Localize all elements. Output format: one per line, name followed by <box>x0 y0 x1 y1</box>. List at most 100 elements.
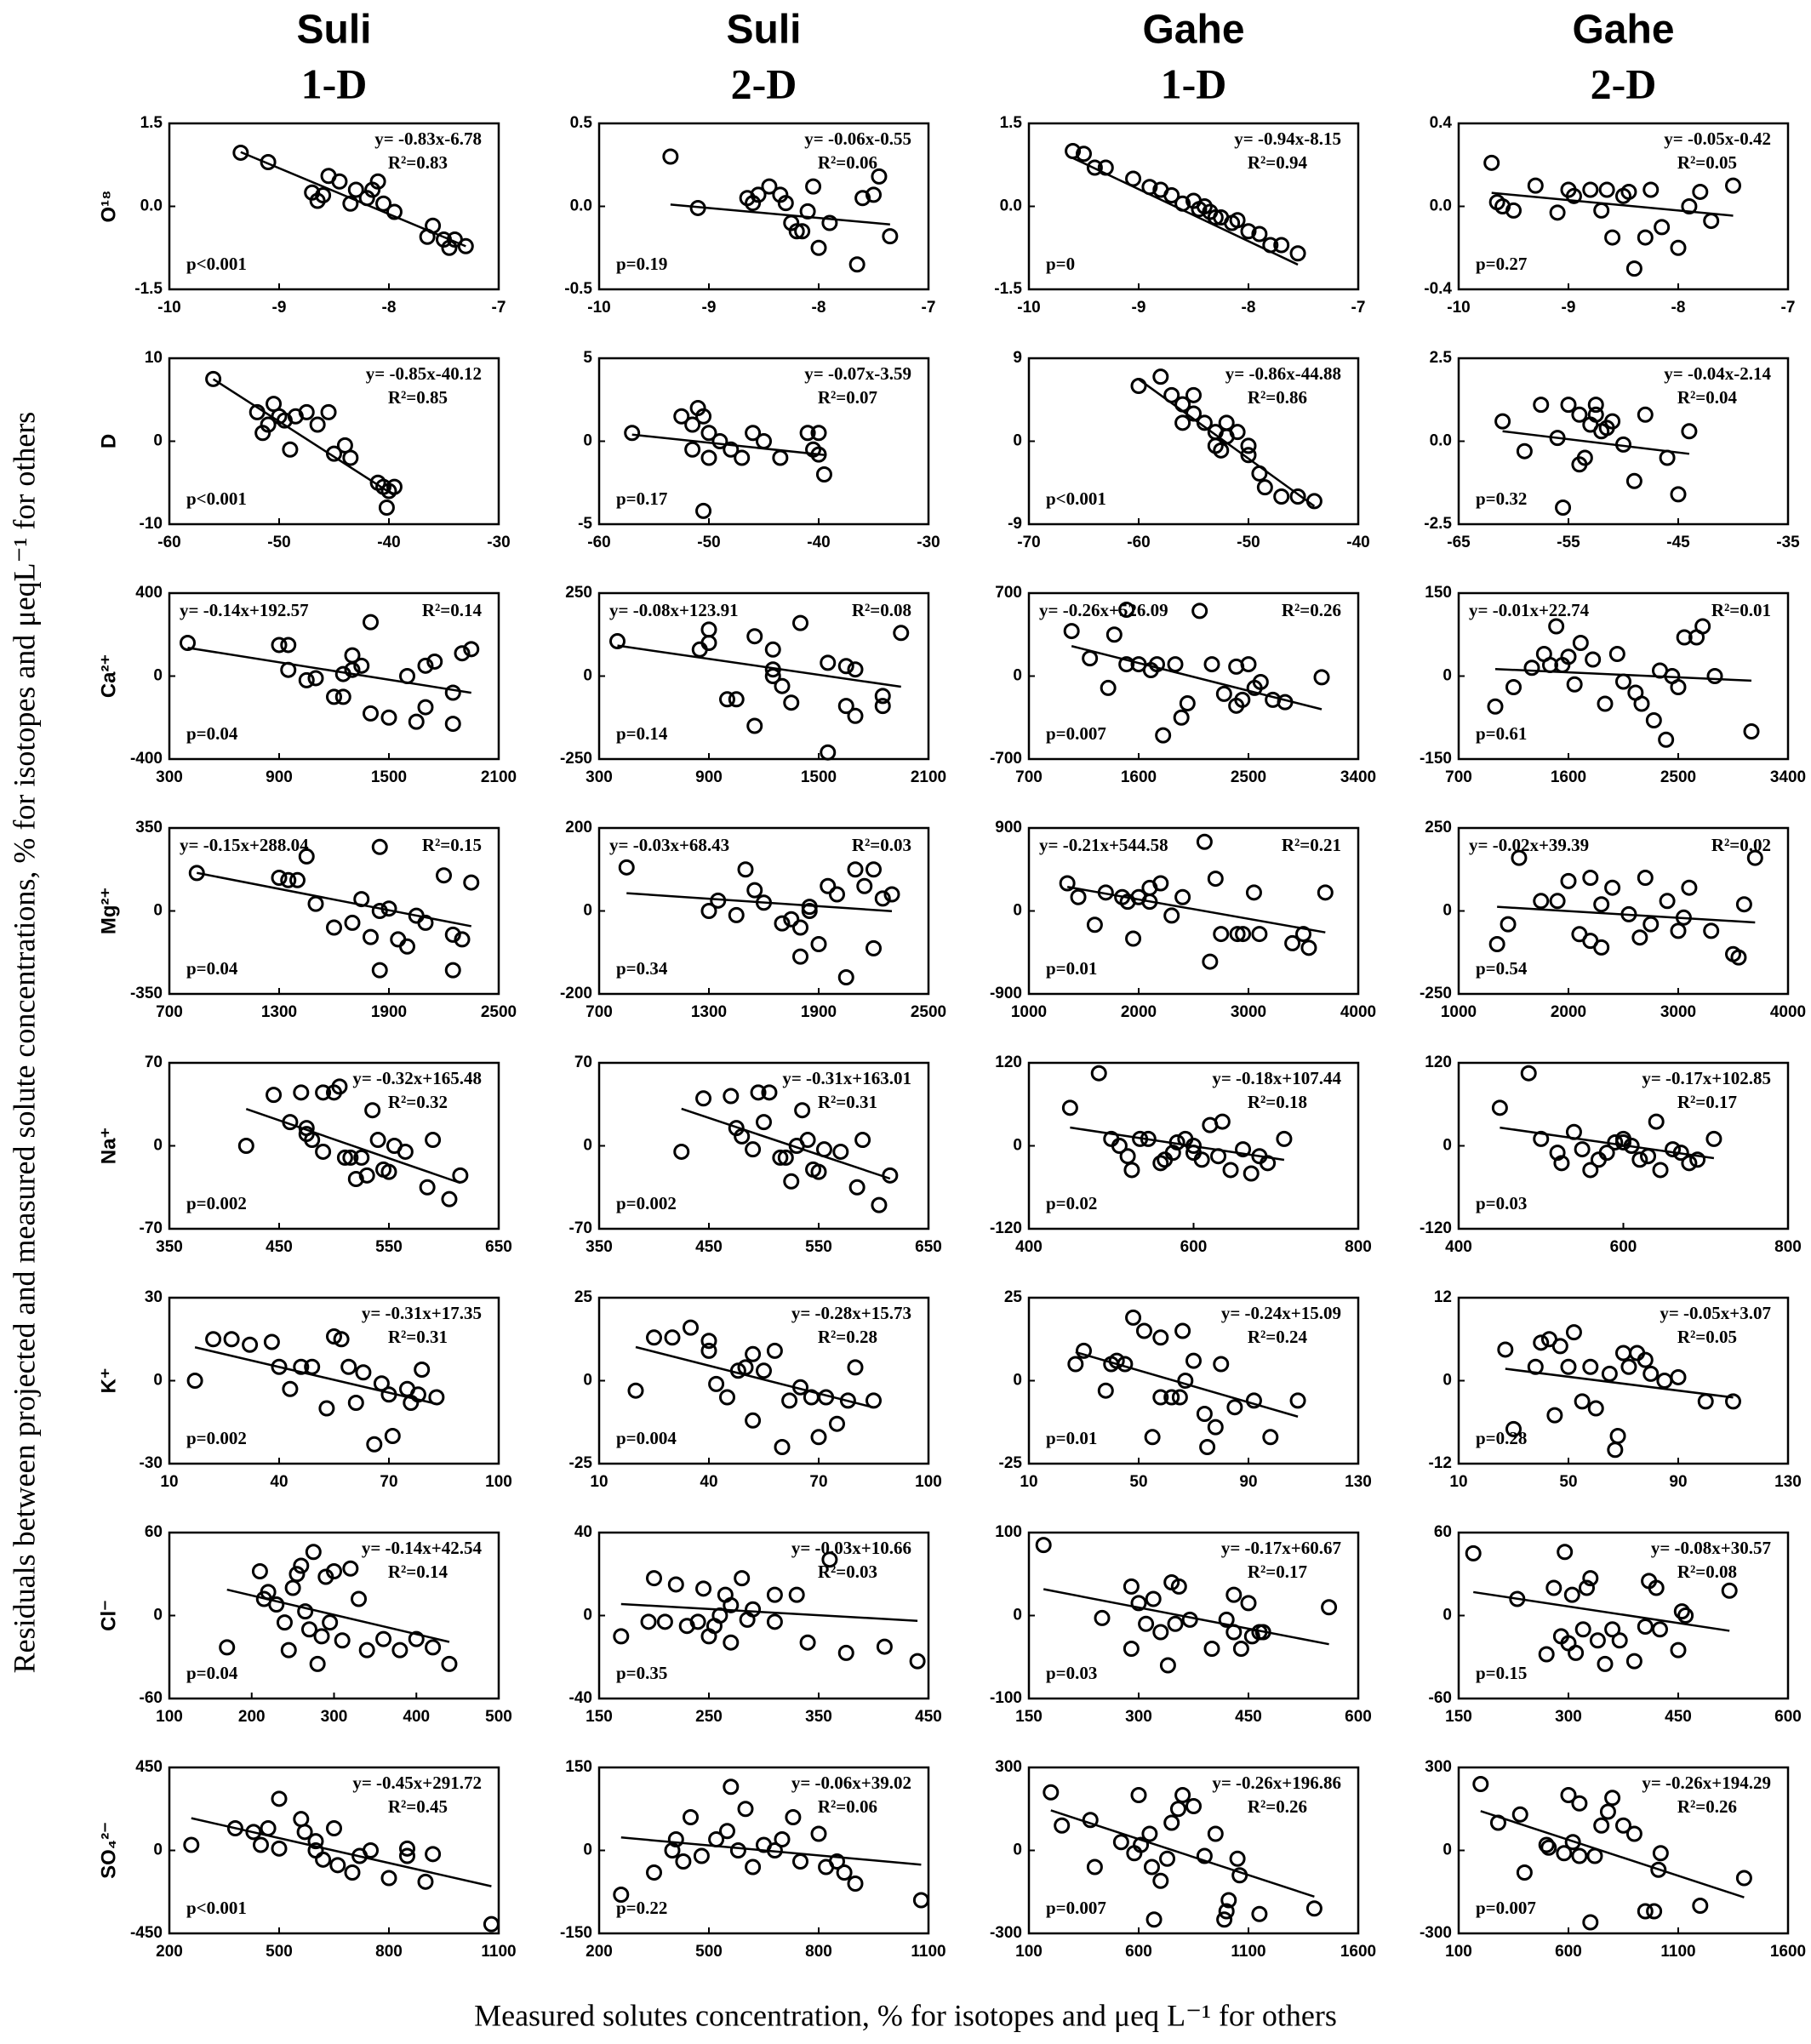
data-point <box>1118 656 1135 673</box>
data-point <box>1262 1429 1279 1446</box>
y-tick-label: 0 <box>583 1372 592 1390</box>
data-point <box>847 661 864 678</box>
r-squared: R²=0.26 <box>1282 600 1341 620</box>
data-point <box>1273 237 1290 254</box>
data-point <box>444 716 461 733</box>
data-point <box>1240 447 1257 464</box>
fit-line <box>631 433 825 456</box>
r-squared: R²=0.28 <box>818 1327 877 1347</box>
data-point <box>746 628 763 645</box>
data-point <box>1076 146 1092 163</box>
data-point <box>695 408 712 425</box>
data-point <box>1574 1621 1591 1638</box>
x-tick-label: -7 <box>1351 299 1366 317</box>
data-point <box>613 1628 630 1645</box>
data-point <box>1213 1356 1230 1373</box>
data-point <box>1565 1324 1582 1341</box>
data-point <box>1582 1162 1599 1179</box>
y-tick-label: 0.0 <box>570 197 592 215</box>
r-squared: R²=0.94 <box>1248 152 1308 173</box>
data-point <box>847 707 864 724</box>
y-tick-label: 0 <box>1013 432 1022 450</box>
x-tick-label: -40 <box>807 534 830 551</box>
data-point <box>342 195 359 212</box>
data-point <box>1240 1595 1257 1612</box>
data-point <box>854 1132 871 1149</box>
data-point <box>307 670 324 687</box>
r-squared: R²=0.05 <box>1677 1327 1737 1347</box>
row-label: Cl⁻ <box>97 1600 120 1631</box>
y-tick-label: -0.4 <box>1424 280 1452 298</box>
y-tick-label: 0 <box>583 902 592 920</box>
fit-line <box>681 1107 891 1180</box>
data-point <box>1260 1155 1277 1172</box>
data-point <box>271 1840 288 1857</box>
data-point <box>369 1132 386 1149</box>
row-label: O¹⁸ <box>97 190 120 222</box>
data-point <box>854 190 871 207</box>
x-tick-label: -70 <box>1017 534 1040 551</box>
data-point <box>1676 629 1693 646</box>
x-tick-label: 100 <box>1445 1943 1472 1961</box>
x-tick-label: -50 <box>267 534 290 551</box>
data-point <box>756 433 772 449</box>
data-point <box>1159 1850 1176 1867</box>
p-value: p<0.001 <box>186 1898 247 1918</box>
y-tick-label: 0 <box>583 432 592 450</box>
data-point <box>774 1831 791 1847</box>
data-point <box>260 154 277 170</box>
p-value: p=0.004 <box>616 1428 677 1448</box>
data-point <box>1163 1814 1180 1831</box>
data-point <box>1633 695 1650 712</box>
data-point <box>280 871 297 888</box>
y-tick-label: 5 <box>583 349 592 367</box>
x-tick-label: 1000 <box>1441 1003 1477 1021</box>
data-point <box>186 1373 203 1389</box>
data-point <box>613 1887 630 1903</box>
p-value: p=0.28 <box>1476 1428 1527 1448</box>
x-tick-label: 130 <box>1774 1473 1802 1491</box>
data-point <box>1256 479 1273 496</box>
data-point <box>1164 1145 1181 1162</box>
x-tick-label: 800 <box>805 1943 832 1961</box>
x-tick-label: 650 <box>485 1238 512 1256</box>
data-point <box>839 1392 856 1409</box>
data-point <box>1585 651 1602 668</box>
data-point <box>1130 1787 1147 1803</box>
data-point <box>417 699 434 716</box>
data-point <box>307 1842 324 1858</box>
data-point <box>788 223 805 240</box>
y-tick-label: 120 <box>995 1053 1022 1071</box>
r-squared: R²=0.83 <box>388 152 448 173</box>
y-tick-label: 40 <box>574 1523 592 1541</box>
data-point <box>417 1873 434 1890</box>
x-tick-label: 200 <box>586 1943 613 1961</box>
y-tick-label: 120 <box>1425 1053 1452 1071</box>
r-squared: R²=0.86 <box>1248 387 1307 408</box>
y-tick-label: 0.4 <box>1430 114 1453 132</box>
y-tick-label: -300 <box>990 1924 1022 1942</box>
data-point <box>734 449 751 466</box>
data-point <box>351 1590 368 1607</box>
data-point <box>829 886 845 903</box>
equation: y= -0.28x+15.73 <box>791 1303 911 1323</box>
data-point <box>1149 656 1165 673</box>
data-point <box>1637 870 1654 886</box>
data-point <box>1659 893 1676 910</box>
data-point <box>1276 1130 1293 1147</box>
x-tick-label: -10 <box>587 299 610 317</box>
equation: y= -0.83x-6.78 <box>374 128 482 149</box>
data-point <box>866 861 882 878</box>
x-tick-label: -8 <box>382 299 397 317</box>
data-point <box>1152 1155 1169 1172</box>
data-point <box>719 691 735 708</box>
data-point <box>1549 893 1566 910</box>
p-value: p=0.007 <box>1476 1898 1536 1918</box>
data-point <box>419 1179 436 1196</box>
data-point <box>363 928 379 945</box>
data-point <box>723 1088 740 1105</box>
data-point <box>774 1439 791 1455</box>
x-tick-label: 800 <box>1345 1238 1372 1256</box>
data-point <box>667 1576 684 1593</box>
data-point <box>205 370 222 387</box>
